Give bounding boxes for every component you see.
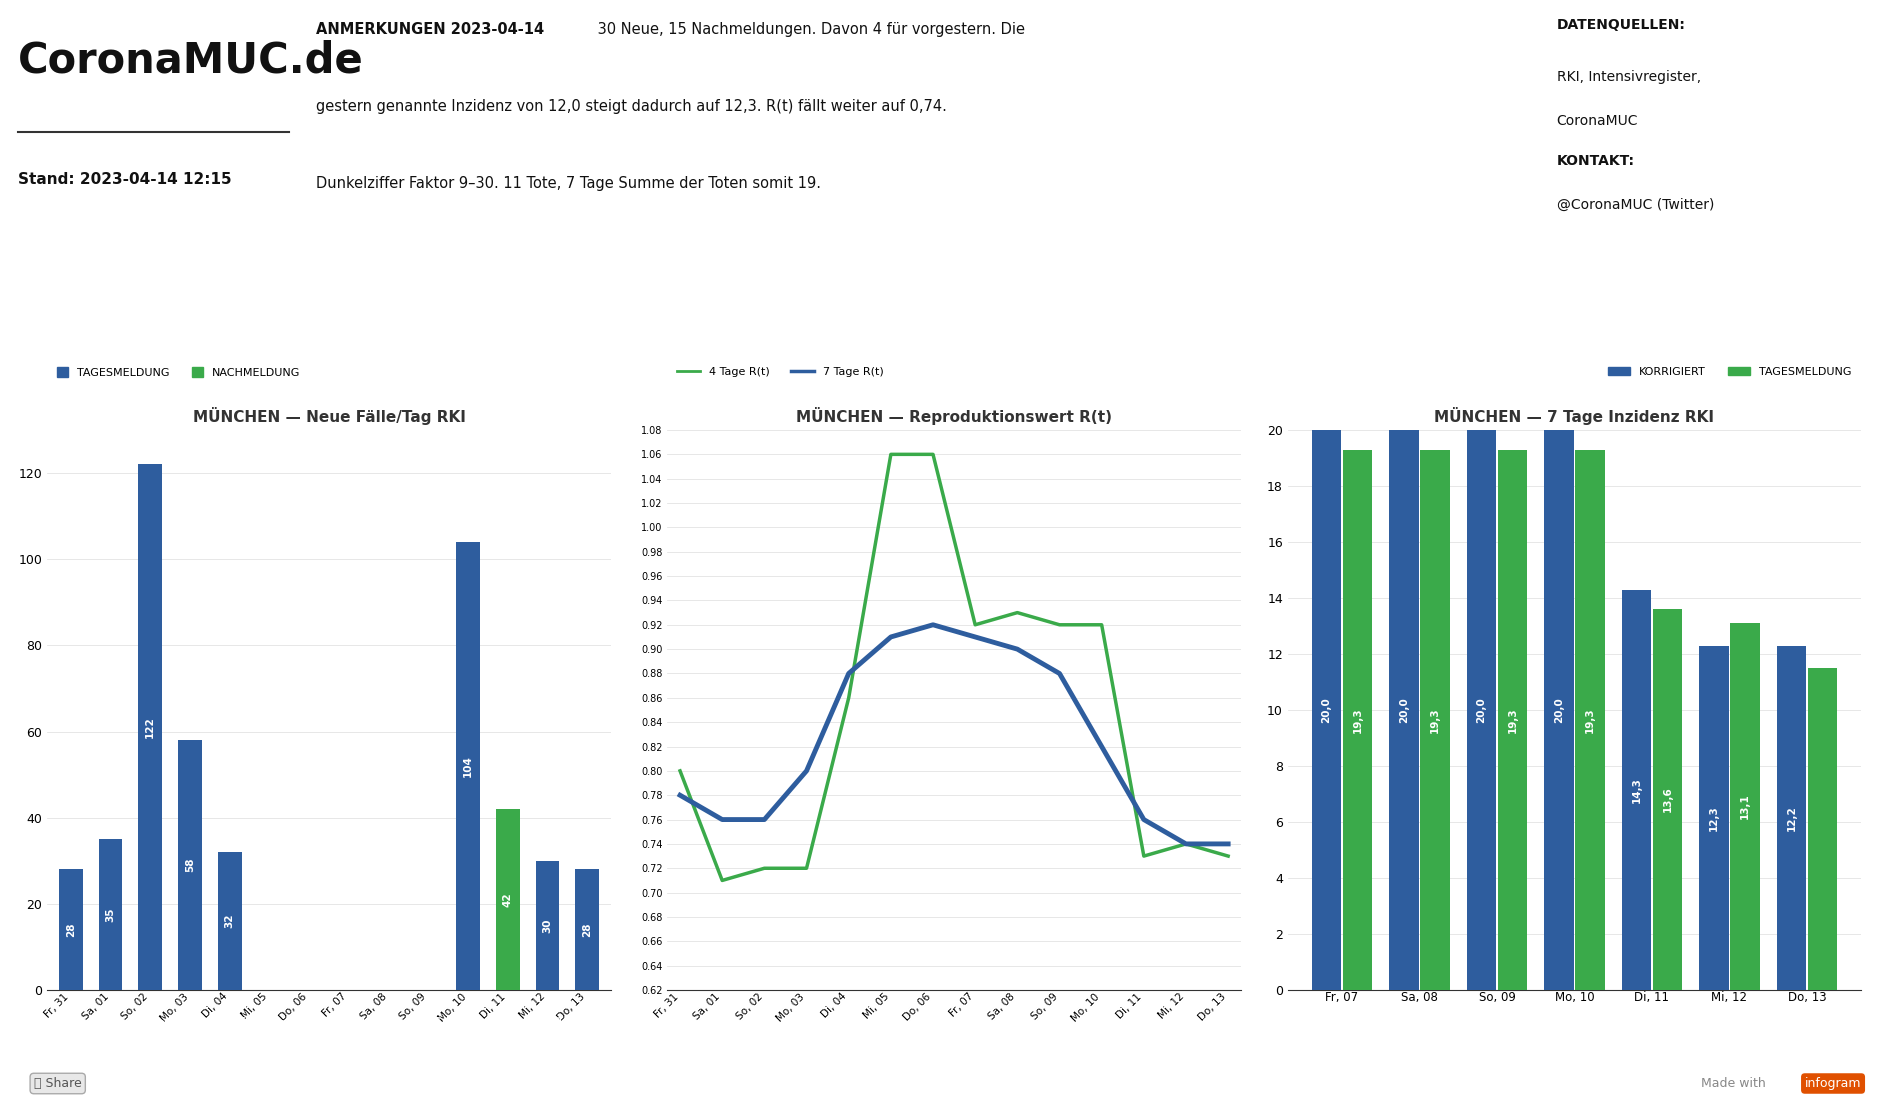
Text: * Genesene:  7 Tages Durchschnitt der Summe RKI vor 10 Tagen |: * Genesene: 7 Tages Durchschnitt der Sum… xyxy=(132,1017,639,1033)
Legend: 4 Tage R(t), 7 Tage R(t): 4 Tage R(t), 7 Tage R(t) xyxy=(673,363,887,381)
Text: Quelle: CoronaMUC: Quelle: CoronaMUC xyxy=(1355,334,1463,344)
Text: Di–Sa, nicht nach: Di–Sa, nicht nach xyxy=(1673,334,1771,344)
Text: BESTÄTIGTE FÄLLE: BESTÄTIGTE FÄLLE xyxy=(98,226,212,236)
Bar xyxy=(98,840,122,990)
Text: 20,0: 20,0 xyxy=(1476,697,1487,723)
Text: Täglich: Täglich xyxy=(763,353,803,363)
Text: ANMERKUNGEN 2023-04-14: ANMERKUNGEN 2023-04-14 xyxy=(316,22,543,37)
Bar xyxy=(1575,449,1606,990)
Text: Dunkelziffer Faktor 9–30. 11 Tote, 7 Tage Summe der Toten somit 19.: Dunkelziffer Faktor 9–30. 11 Tote, 7 Tag… xyxy=(316,176,820,191)
Bar xyxy=(1777,646,1807,990)
Bar xyxy=(1498,449,1527,990)
Text: Made with: Made with xyxy=(1701,1078,1765,1090)
Text: Summe RKI heute minus Genesene: Summe RKI heute minus Genesene xyxy=(1363,1017,1639,1033)
Title: MÜNCHEN — Reproduktionswert R(t): MÜNCHEN — Reproduktionswert R(t) xyxy=(795,407,1113,425)
Text: +44: +44 xyxy=(113,267,199,306)
Text: +11: +11 xyxy=(425,267,513,306)
Bar xyxy=(1312,430,1340,990)
Text: 58: 58 xyxy=(184,857,196,872)
Legend: TAGESMELDUNG, NACHMELDUNG: TAGESMELDUNG, NACHMELDUNG xyxy=(53,363,305,383)
Text: TODESFÄLLE: TODESFÄLLE xyxy=(431,226,508,236)
Text: 20,0: 20,0 xyxy=(1555,697,1564,723)
Text: CoronaMUC: CoronaMUC xyxy=(1557,115,1637,128)
Text: IFR/KH basiert: IFR/KH basiert xyxy=(1057,334,1136,344)
Bar xyxy=(1730,623,1760,990)
Text: 122: 122 xyxy=(145,716,156,738)
Text: 14,3: 14,3 xyxy=(1632,777,1641,803)
Legend: KORRIGIERT, TAGESMELDUNG: KORRIGIERT, TAGESMELDUNG xyxy=(1604,363,1856,381)
Text: MÜNCHEN: MÜNCHEN xyxy=(684,334,743,344)
Text: 32: 32 xyxy=(226,914,235,929)
Bar xyxy=(1700,646,1730,990)
Text: DUNKELZIFFER FAKTOR: DUNKELZIFFER FAKTOR xyxy=(1023,226,1169,236)
Text: 12,2: 12,2 xyxy=(1675,267,1771,306)
Text: Gesamt: 720.545: Gesamt: 720.545 xyxy=(107,334,203,344)
Text: @CoronaMUC (Twitter): @CoronaMUC (Twitter) xyxy=(1557,198,1715,212)
Text: 19,3: 19,3 xyxy=(1431,707,1440,733)
Text: Feiertagen: Feiertagen xyxy=(1692,353,1752,363)
Bar xyxy=(58,870,83,990)
Text: 12,2: 12,2 xyxy=(1786,805,1797,831)
Text: 30: 30 xyxy=(543,919,553,933)
Text: 42: 42 xyxy=(502,892,513,907)
Bar xyxy=(1543,430,1574,990)
Text: INTENSIVBETTENBELEGUNG: INTENSIVBETTENBELEGUNG xyxy=(696,226,870,236)
Text: 9–33: 9–33 xyxy=(1045,267,1147,306)
Text: 28: 28 xyxy=(583,923,592,937)
Text: ⧉ Share: ⧉ Share xyxy=(34,1078,81,1090)
Text: REPRODUKTIONSWERT: REPRODUKTIONSWERT xyxy=(1339,226,1480,236)
Bar xyxy=(1653,609,1683,990)
Bar xyxy=(1466,430,1496,990)
Title: MÜNCHEN — 7 Tage Inzidenz RKI: MÜNCHEN — 7 Tage Inzidenz RKI xyxy=(1434,407,1715,425)
Text: 104: 104 xyxy=(462,755,474,777)
Text: 13,6: 13,6 xyxy=(1662,786,1673,813)
Bar xyxy=(1389,430,1419,990)
Text: -4: -4 xyxy=(829,267,872,306)
Text: Gesamt: 2.597: Gesamt: 2.597 xyxy=(429,334,509,344)
Bar xyxy=(179,741,201,990)
Text: 20,0: 20,0 xyxy=(1322,697,1331,723)
Text: 20: 20 xyxy=(694,267,746,306)
Text: 19,3: 19,3 xyxy=(1585,707,1594,733)
Bar xyxy=(575,870,600,990)
Bar xyxy=(218,852,243,990)
Bar xyxy=(139,465,162,990)
Bar xyxy=(1622,589,1651,990)
Bar xyxy=(1419,449,1449,990)
Text: KONTAKT:: KONTAKT: xyxy=(1557,153,1634,168)
Text: 28: 28 xyxy=(66,923,75,937)
Text: 30 Neue, 15 Nachmeldungen. Davon 4 für vorgestern. Die: 30 Neue, 15 Nachmeldungen. Davon 4 für v… xyxy=(592,22,1025,37)
Text: 20,0: 20,0 xyxy=(1399,697,1408,723)
Title: MÜNCHEN — Neue Fälle/Tag RKI: MÜNCHEN — Neue Fälle/Tag RKI xyxy=(192,407,466,425)
Bar xyxy=(1809,668,1837,990)
Text: DATENQUELLEN:: DATENQUELLEN: xyxy=(1557,18,1686,31)
Text: Stand: 2023-04-14 12:15: Stand: 2023-04-14 12:15 xyxy=(19,171,231,187)
Text: 19,3: 19,3 xyxy=(1352,707,1363,733)
Text: CoronaMUC.de: CoronaMUC.de xyxy=(19,40,365,81)
Bar xyxy=(1342,449,1372,990)
Text: Di–Sa.: Di–Sa. xyxy=(451,353,487,363)
Text: VERÄNDERUNG: VERÄNDERUNG xyxy=(808,334,895,344)
Text: 0,74 ▼: 0,74 ▼ xyxy=(1339,267,1480,306)
Bar xyxy=(536,861,560,990)
Text: 12,3: 12,3 xyxy=(1709,805,1718,831)
Text: Aktuell Infizierte:: Aktuell Infizierte: xyxy=(1119,1017,1269,1033)
Text: Di–Sa.: Di–Sa. xyxy=(139,353,173,363)
Bar xyxy=(496,810,519,990)
Text: 35: 35 xyxy=(105,907,115,922)
Text: gestern genannte Inzidenz von 12,0 steigt dadurch auf 12,3. R(t) fällt weiter au: gestern genannte Inzidenz von 12,0 steig… xyxy=(316,99,946,115)
Text: INZIDENZ RKI: INZIDENZ RKI xyxy=(1681,226,1765,236)
Text: Täglich: Täglich xyxy=(1389,353,1429,363)
Text: RKI, Intensivregister,: RKI, Intensivregister, xyxy=(1557,70,1701,85)
Text: Täglich: Täglich xyxy=(1075,353,1115,363)
Text: 13,1: 13,1 xyxy=(1741,794,1750,820)
Text: 19,3: 19,3 xyxy=(1508,707,1517,733)
Text: infogram: infogram xyxy=(1805,1078,1861,1090)
Bar xyxy=(457,542,479,990)
